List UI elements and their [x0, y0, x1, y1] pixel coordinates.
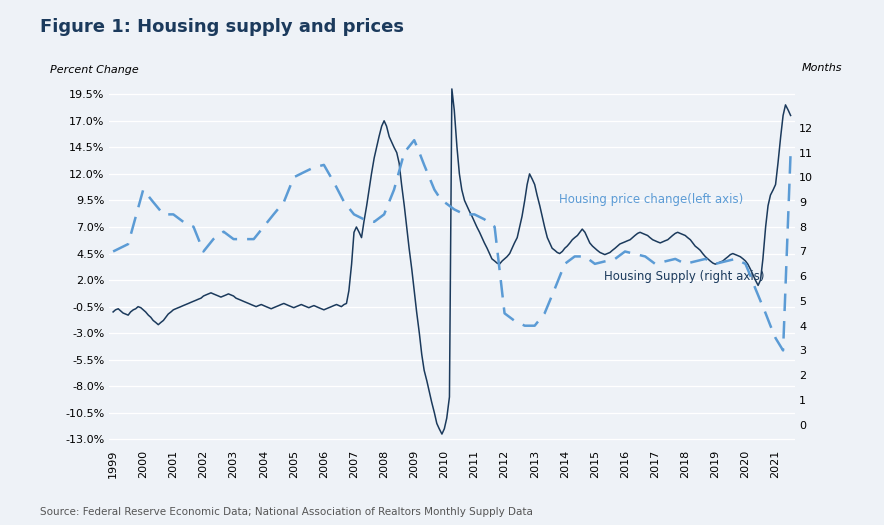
Text: Months: Months: [802, 63, 842, 73]
Text: Figure 1: Housing supply and prices: Figure 1: Housing supply and prices: [40, 18, 404, 36]
Text: Source: Federal Reserve Economic Data; National Association of Realtors Monthly : Source: Federal Reserve Economic Data; N…: [40, 507, 533, 517]
Text: Housing price change(left axis): Housing price change(left axis): [559, 193, 743, 206]
Text: Percent Change: Percent Change: [50, 65, 139, 75]
Text: Housing Supply (right axis): Housing Supply (right axis): [604, 270, 765, 283]
